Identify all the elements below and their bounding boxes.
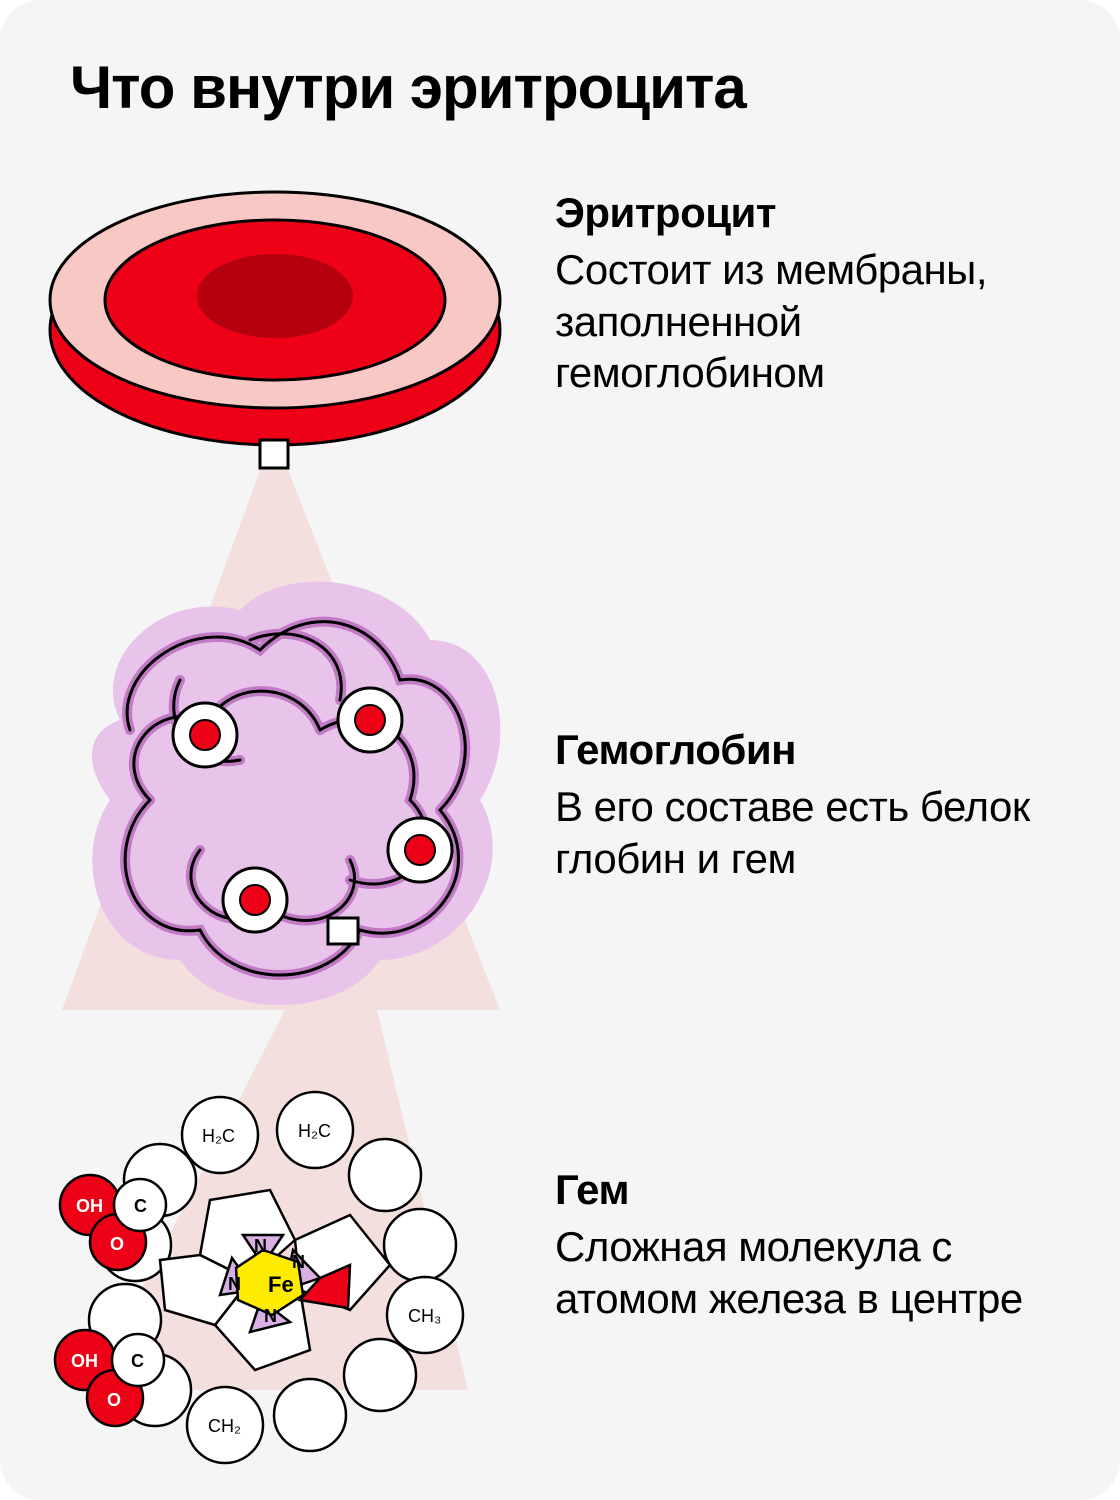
svg-text:CH₃: CH₃	[408, 1306, 441, 1326]
infographic-card: Что внутри эритроцита Эритроцит Состоит …	[0, 0, 1120, 1500]
n-label: N	[254, 1236, 267, 1256]
n-label: N	[292, 1252, 305, 1272]
fe-label: Fe	[268, 1272, 294, 1297]
svg-text:OH: OH	[76, 1196, 103, 1216]
svg-text:H₂C: H₂C	[202, 1126, 235, 1146]
zoom-marker-1	[260, 440, 288, 468]
n-label: N	[264, 1306, 277, 1326]
svg-text:CH₂: CH₂	[208, 1416, 241, 1436]
svg-text:O: O	[107, 1390, 121, 1410]
erythrocyte-illustration	[50, 192, 500, 468]
svg-text:O: O	[110, 1234, 124, 1254]
svg-text:OH: OH	[71, 1351, 98, 1371]
svg-text:C: C	[134, 1196, 147, 1216]
svg-text:H₂C: H₂C	[298, 1121, 331, 1141]
hemoglobin-illustration	[92, 582, 501, 1005]
diagram-svg: Fe N N N N OH O C OH O C	[0, 0, 1120, 1500]
zoom-marker-2	[328, 918, 358, 944]
svg-text:C: C	[131, 1351, 144, 1371]
n-label: N	[228, 1274, 241, 1294]
